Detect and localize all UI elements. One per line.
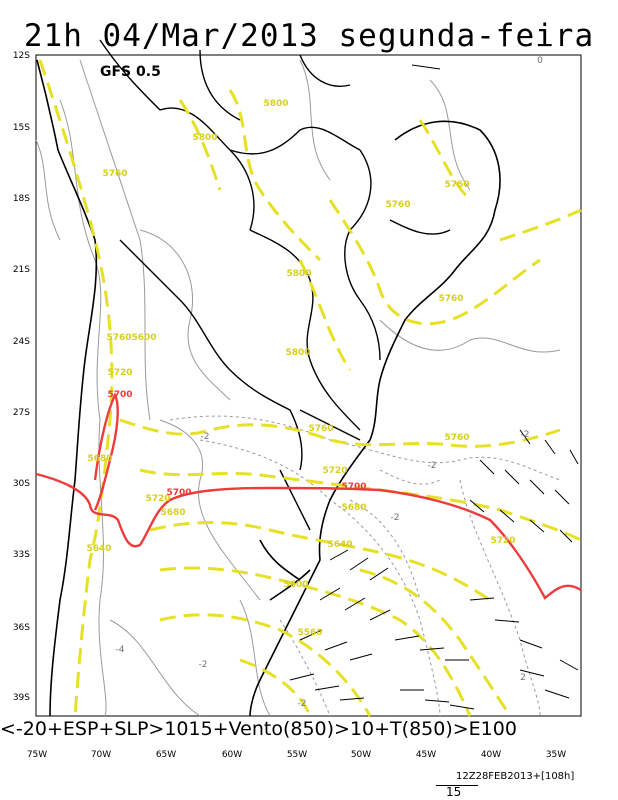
- yellow-contour-labels: 5800 5800 5760 5760 5760 5800 5760 5800 …: [86, 99, 515, 638]
- contour-label: 5600: [131, 333, 156, 343]
- contour-label: -2: [201, 432, 210, 442]
- borders: [99, 39, 451, 531]
- wind-vectors: [289, 64, 579, 710]
- lon-label: 50W: [351, 750, 371, 760]
- contour-label: 5800: [286, 269, 311, 279]
- contour-label: 0: [537, 56, 543, 66]
- contour-label: 5720: [145, 494, 170, 504]
- contour-label: -2: [199, 660, 208, 670]
- lon-label: 40W: [481, 750, 501, 760]
- lon-label: 55W: [287, 750, 307, 760]
- contour-label: 5800: [192, 133, 217, 143]
- map-title: 21h 04/Mar/2013 segunda-feira: [23, 18, 595, 54]
- contour-label: 5760: [438, 294, 463, 304]
- contour-label: 5760: [308, 424, 333, 434]
- gray-contour-labels: -2 -2 -2 -4 -2 0 -2 2 -2: [116, 56, 544, 709]
- vector-scale-label: 15: [446, 785, 462, 799]
- lat-label: 24S: [13, 337, 30, 347]
- contour-label: 5800: [285, 348, 310, 358]
- lon-label: 35W: [546, 750, 566, 760]
- contour-label: 5800: [263, 99, 288, 109]
- plot-frame: [35, 54, 582, 717]
- contour-label: 5760: [385, 200, 410, 210]
- contour-label: 5680: [87, 454, 112, 464]
- contour-label: 5700: [166, 488, 191, 498]
- lat-label: 33S: [13, 550, 30, 560]
- contour-label: 2: [520, 673, 526, 683]
- contour-label: 5760: [106, 333, 131, 343]
- lon-label: 75W: [27, 750, 47, 760]
- run-info: 12Z28FEB2013+[108h]: [456, 771, 575, 782]
- contour-label: 5760: [444, 433, 469, 443]
- contour-label: 5760: [102, 169, 127, 179]
- contour-label: 5640: [327, 540, 352, 550]
- contour-label: 5720: [490, 536, 515, 546]
- lon-label: 70W: [91, 750, 111, 760]
- contour-label: 5640: [86, 544, 111, 554]
- contour-label: 5560: [297, 628, 322, 638]
- lat-label: 39S: [13, 693, 30, 703]
- latitude-labels: 12S 15S 18S 21S 24S 27S 30S 33S 36S 39S: [13, 51, 30, 703]
- contour-label: 5700: [107, 390, 132, 400]
- contour-label: 5680: [341, 503, 366, 513]
- lon-label: 60W: [222, 750, 242, 760]
- contour-label: 5720: [107, 368, 132, 378]
- lon-label: 65W: [156, 750, 176, 760]
- lon-label: 45W: [416, 750, 436, 760]
- contour-label: -2: [391, 513, 400, 523]
- contour-label: 5680: [160, 508, 185, 518]
- lat-label: 36S: [13, 623, 30, 633]
- lat-label: 30S: [13, 479, 30, 489]
- red-contour: [35, 392, 582, 600]
- contour-label: 5600: [283, 580, 308, 590]
- lat-label: 12S: [13, 51, 30, 61]
- vector-scale-line: [436, 785, 478, 786]
- contour-label: -2: [521, 430, 530, 440]
- lat-label: 21S: [13, 265, 30, 275]
- legend-caption: <-20+ESP+SLP>1015+Vento(850)>10+T(850)>E…: [0, 718, 517, 740]
- lat-label: 27S: [13, 408, 30, 418]
- contour-label: -2: [428, 461, 437, 471]
- lat-label: 15S: [13, 123, 30, 133]
- contour-label: 5700: [341, 482, 366, 492]
- contour-label: -4: [116, 645, 125, 655]
- longitude-labels: 75W 70W 65W 60W 55W 50W 45W 40W 35W: [27, 750, 566, 760]
- contour-label: 5720: [322, 466, 347, 476]
- contour-label: 5760: [444, 180, 469, 190]
- coastlines: [36, 59, 501, 717]
- red-contour-labels: 5700 5700 5700: [107, 390, 366, 498]
- contour-label: -2: [298, 699, 307, 709]
- lat-label: 18S: [13, 194, 30, 204]
- model-label: GFS 0.5: [100, 64, 161, 80]
